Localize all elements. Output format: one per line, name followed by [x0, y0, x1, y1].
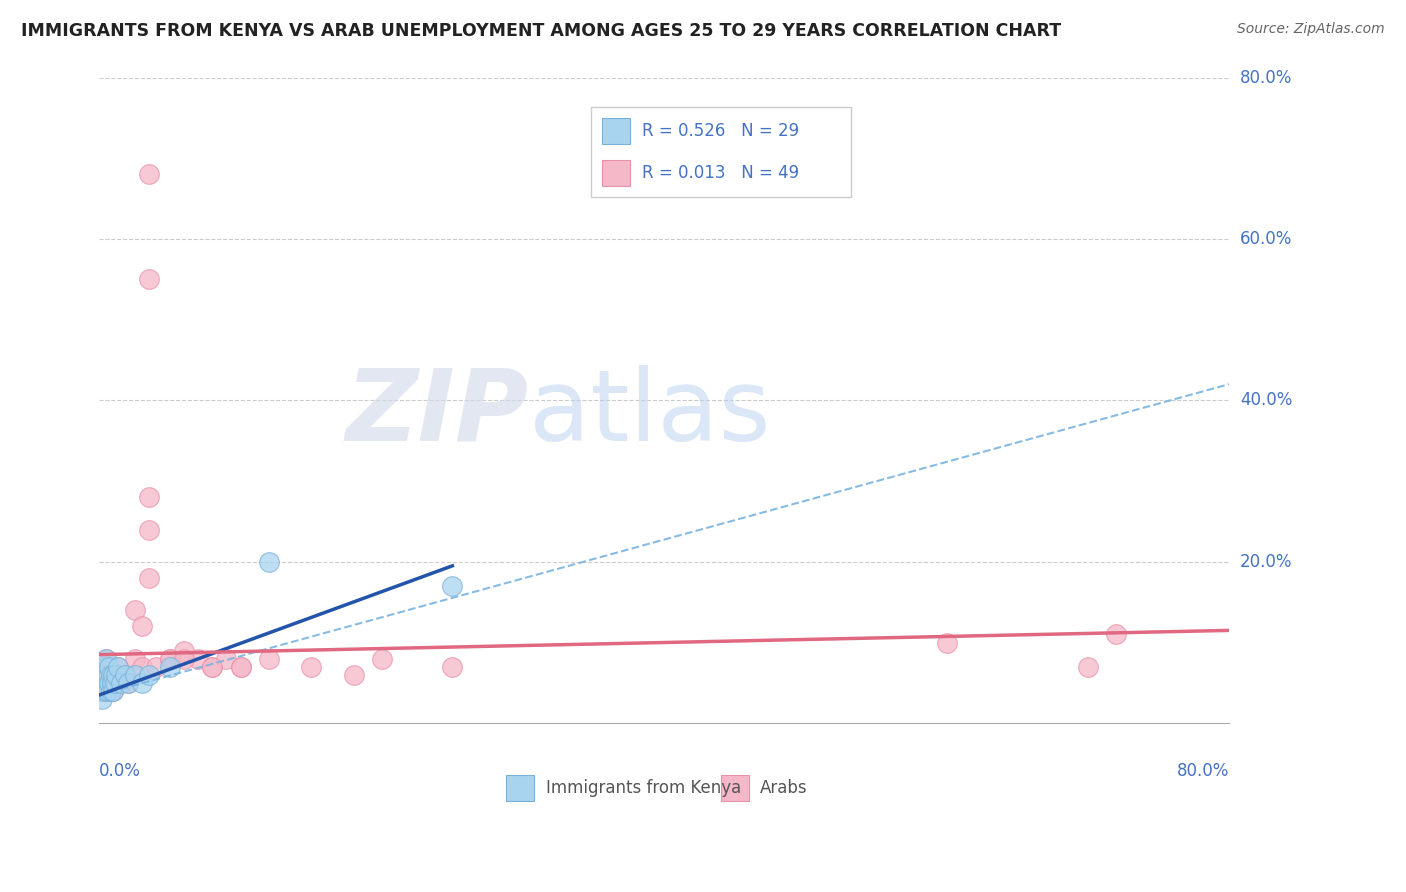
Text: R = 0.526   N = 29: R = 0.526 N = 29: [641, 122, 799, 140]
Point: [100, 684, 122, 698]
Point: [105, 667, 128, 681]
Point: [103, 667, 125, 681]
Point: [96, 651, 118, 665]
Text: 60.0%: 60.0%: [1240, 230, 1292, 248]
Point: [101, 676, 124, 690]
Point: [124, 603, 146, 617]
FancyBboxPatch shape: [591, 106, 851, 197]
Point: [201, 659, 224, 673]
Bar: [602, 118, 630, 144]
Point: [94, 667, 117, 681]
Point: [138, 667, 160, 681]
Point: [117, 676, 139, 690]
Text: ZIP: ZIP: [346, 365, 529, 462]
Point: [97, 684, 120, 698]
Point: [103, 667, 125, 681]
Point: [159, 651, 181, 665]
Point: [229, 659, 252, 673]
Point: [159, 659, 181, 673]
Text: 40.0%: 40.0%: [1240, 392, 1292, 409]
Point: [159, 651, 181, 665]
Point: [138, 523, 160, 537]
Point: [229, 659, 252, 673]
Point: [138, 167, 160, 181]
Point: [371, 651, 394, 665]
Point: [342, 667, 364, 681]
Bar: [721, 775, 749, 801]
Point: [257, 555, 280, 569]
Text: 80.0%: 80.0%: [1240, 69, 1292, 87]
Point: [93, 676, 115, 690]
Text: 80.0%: 80.0%: [1177, 762, 1229, 780]
Point: [103, 684, 125, 698]
Point: [96, 676, 118, 690]
Point: [90, 676, 112, 690]
Point: [97, 667, 120, 681]
Point: [98, 676, 121, 690]
Point: [187, 651, 209, 665]
Point: [935, 635, 957, 649]
Point: [100, 667, 122, 681]
Point: [257, 651, 280, 665]
Point: [91, 684, 114, 698]
Point: [145, 659, 167, 673]
Point: [103, 684, 125, 698]
Point: [100, 667, 122, 681]
Text: Immigrants from Kenya: Immigrants from Kenya: [546, 779, 741, 797]
Point: [91, 667, 114, 681]
Point: [201, 659, 224, 673]
Point: [101, 676, 124, 690]
Text: atlas: atlas: [529, 365, 770, 462]
Point: [100, 684, 122, 698]
Point: [110, 676, 132, 690]
Point: [124, 651, 146, 665]
Point: [93, 676, 115, 690]
Point: [96, 676, 118, 690]
Point: [131, 659, 153, 673]
Point: [93, 659, 115, 673]
Point: [97, 684, 120, 698]
Point: [114, 667, 136, 681]
Point: [138, 272, 160, 286]
Point: [173, 651, 195, 665]
Text: 0.0%: 0.0%: [100, 762, 141, 780]
Point: [93, 667, 115, 681]
Point: [124, 667, 146, 681]
Point: [94, 684, 117, 698]
Point: [104, 676, 127, 690]
Point: [94, 684, 117, 698]
Text: IMMIGRANTS FROM KENYA VS ARAB UNEMPLOYMENT AMONG AGES 25 TO 29 YEARS CORRELATION: IMMIGRANTS FROM KENYA VS ARAB UNEMPLOYME…: [21, 22, 1062, 40]
Point: [138, 571, 160, 585]
Point: [96, 651, 118, 665]
Point: [91, 692, 114, 706]
Point: [1077, 659, 1099, 673]
Point: [105, 667, 128, 681]
Point: [441, 579, 464, 593]
Point: [131, 619, 153, 633]
Point: [94, 659, 117, 673]
Point: [90, 684, 112, 698]
Point: [110, 676, 132, 690]
Text: R = 0.013   N = 49: R = 0.013 N = 49: [641, 164, 799, 182]
Text: Source: ZipAtlas.com: Source: ZipAtlas.com: [1237, 22, 1385, 37]
Point: [107, 659, 129, 673]
Point: [441, 659, 464, 673]
Point: [117, 676, 139, 690]
Point: [138, 490, 160, 504]
Point: [114, 667, 136, 681]
Point: [104, 676, 127, 690]
Point: [98, 676, 121, 690]
Bar: [506, 775, 534, 801]
Point: [131, 676, 153, 690]
Point: [1105, 627, 1128, 641]
Point: [107, 659, 129, 673]
Point: [97, 667, 120, 681]
Text: Arabs: Arabs: [761, 779, 808, 797]
Point: [215, 651, 238, 665]
Point: [299, 659, 322, 673]
Bar: [602, 160, 630, 186]
Point: [173, 643, 195, 657]
Text: 20.0%: 20.0%: [1240, 553, 1292, 571]
Point: [98, 659, 121, 673]
